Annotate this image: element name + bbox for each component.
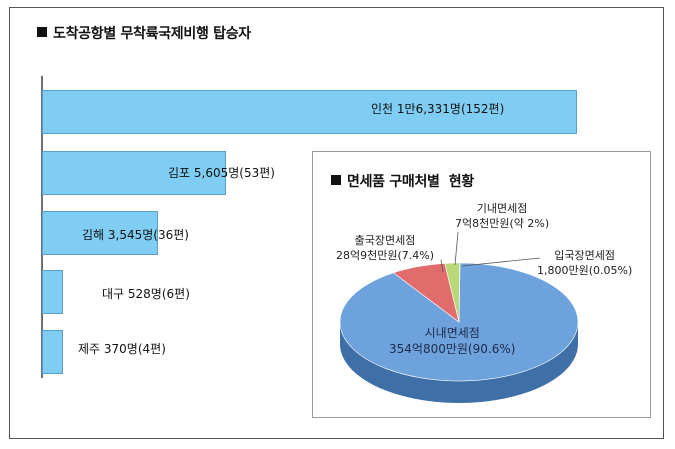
bar-gimpo [42,151,226,195]
bar-daegu [42,270,63,314]
pie-label-inflight: 기내면세점 7억8천만원(약 2%) [455,201,549,231]
leader-inflight [454,231,459,266]
title-bullet-icon [331,175,341,185]
bar-chart-title: 도착공항별 무착륙국제비행 탑승자 [37,23,251,43]
pie-label-city-value: 354억800만원(90.6%) [389,342,516,356]
pie-label-arrival: 입국장면세점 1,800만원(0.05%) [537,248,632,278]
leader-departure [440,259,444,273]
bar-label-daegu: 대구 528명(6편) [102,287,190,301]
bar-jeju [42,330,63,374]
pie-label-inflight-name: 기내면세점 [476,202,528,215]
pie-label-departure-value: 28억9천만원(7.4%) [336,249,435,262]
bar-label-jeju: 제주 370명(4편) [78,342,166,356]
pie-label-departure: 출국장면세점 28억9천만원(7.4%) [336,233,434,263]
pie-label-arrival-value: 1,800만원(0.05%) [537,264,633,277]
pie-label-arrival-name: 입국장면세점 [554,249,615,262]
bar-label-incheon: 인천 1만6,331명(152편) [371,102,505,116]
pie-slice-inflight [444,262,461,323]
pie-chart-title: 면세품 구매처별 현황 [331,171,474,191]
leader-arrival [461,257,541,267]
figure-frame [9,7,664,439]
bar-incheon [42,90,577,134]
pie-label-city: 시내면세점 354억800만원(90.6%) [389,325,515,357]
pie-label-inflight-value: 7억8천만원(약 2%) [455,217,550,230]
pie-side-city [340,322,578,403]
pie-label-departure-name: 출국장면세점 [354,234,416,247]
title-bullet-icon [37,27,47,37]
pie-label-city-name: 시내면세점 [424,326,480,340]
bar-label-gimpo: 김포 5,605명(53편) [168,166,275,180]
bar-label-gimhae: 김해 3,545명(36편) [82,228,189,242]
bar-gimhae [42,211,158,255]
